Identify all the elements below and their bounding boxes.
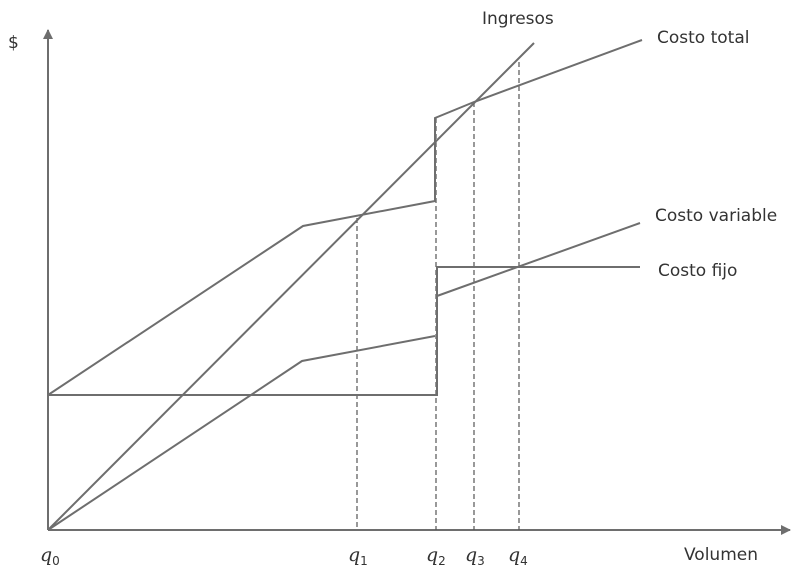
tick-q0-main: q xyxy=(40,544,52,566)
costo-total-curve xyxy=(47,39,643,396)
tick-q4: q4 xyxy=(508,544,528,568)
ingresos-curve xyxy=(47,42,535,531)
tick-q2-main: q xyxy=(426,544,438,566)
tick-q3-sub: 3 xyxy=(477,554,485,568)
tick-q3: q3 xyxy=(465,544,485,568)
x-axis-label: Volumen xyxy=(684,545,758,565)
tick-q3-main: q xyxy=(465,544,477,566)
tick-q2: q2 xyxy=(426,544,446,568)
tick-q4-sub: 4 xyxy=(520,554,528,568)
tick-q1-sub: 1 xyxy=(360,554,368,568)
tick-q0-sub: 0 xyxy=(52,554,60,568)
costo-fijo-curve xyxy=(48,266,640,396)
ingresos-label: Ingresos xyxy=(482,9,554,29)
tick-q1: q1 xyxy=(348,544,368,568)
y-axis-label: $ xyxy=(8,33,19,53)
tick-q4-main: q xyxy=(508,544,520,566)
tick-q1-main: q xyxy=(348,544,360,566)
costo-variable-curve xyxy=(47,335,436,531)
tick-q2-sub: 2 xyxy=(438,554,446,568)
costo-total-label: Costo total xyxy=(657,28,749,48)
tick-q0: q0 xyxy=(40,544,60,568)
costo-variable-curve-after-step xyxy=(436,222,641,297)
costo-variable-label: Costo variable xyxy=(655,206,777,226)
costo-fijo-label: Costo fijo xyxy=(658,261,737,281)
